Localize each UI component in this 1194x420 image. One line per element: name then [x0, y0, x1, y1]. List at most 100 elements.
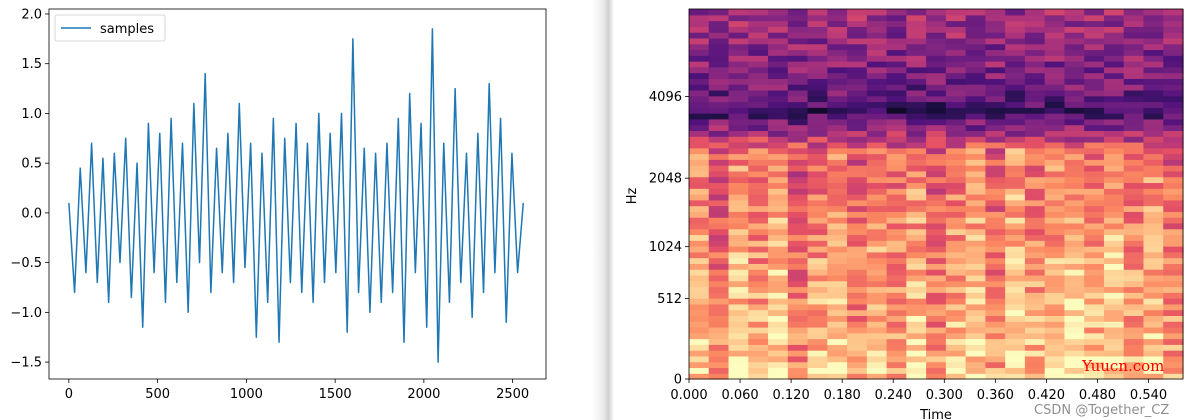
spectrogram-cell: [1163, 141, 1184, 149]
spectrogram-cell: [1044, 315, 1066, 322]
spectrogram-cell: [945, 234, 967, 241]
spectrogram-cell: [1143, 205, 1164, 212]
y-tick-label: −1.0: [10, 306, 42, 321]
spectrogram-cell: [985, 49, 1006, 56]
spectrogram-cell: [807, 194, 828, 201]
watermark-yuucn: Yuucn.com: [1081, 357, 1164, 375]
spectrogram-cell: [945, 130, 967, 137]
spectrogram-cell: [1064, 9, 1085, 16]
spectrogram-cell: [985, 286, 1006, 293]
spectrogram-cell: [906, 292, 927, 299]
spectrogram-cell: [748, 55, 769, 62]
spectrogram-cell: [748, 61, 769, 68]
spectrogram-cell: [1143, 26, 1164, 33]
spectrogram-cell: [708, 66, 730, 74]
waveform-chart: −1.5−1.0−0.50.00.51.01.52.0 0 500 1000 1500…: [10, 7, 547, 402]
spectrogram-cell: [748, 321, 769, 328]
spectrogram-cell: [807, 355, 828, 363]
spectrogram-cell: [965, 303, 986, 311]
spectrogram-cell: [1024, 280, 1046, 288]
spectrogram-cell: [1143, 20, 1164, 27]
spectrogram-cell: [906, 32, 927, 39]
spectrogram-cell: [1123, 124, 1145, 132]
spectrogram-cell: [1044, 240, 1066, 247]
spectrogram-cell: [866, 286, 888, 293]
spectrogram-cell: [1024, 251, 1046, 259]
spectrogram-cell: [787, 269, 809, 276]
spectrogram-cell: [985, 61, 1006, 68]
spectrogram-cell: [708, 84, 730, 91]
spectrogram-cell: [1163, 228, 1184, 236]
spectrogram-cell: [1103, 107, 1125, 114]
spectrogram-cell: [748, 118, 769, 126]
spectrogram-cell: [1084, 298, 1105, 305]
spectrogram-cell: [1103, 338, 1125, 345]
spectrogram-cell: [886, 14, 907, 22]
spectrogram-cell: [787, 286, 809, 293]
spectrogram-cell: [926, 292, 947, 299]
spectrogram-cell: [1143, 321, 1164, 328]
spectrogram-cell: [1064, 298, 1085, 305]
spectrogram-cell: [1064, 55, 1085, 62]
spectrogram-cell: [1044, 373, 1066, 380]
spectrogram-cell: [1103, 211, 1125, 218]
spectrogram-cell: [945, 280, 967, 288]
spectrogram-cell: [1005, 194, 1026, 201]
spectrogram-cell: [1123, 43, 1145, 51]
spectrogram-cell: [1005, 130, 1026, 137]
spectrogram-cell: [728, 292, 749, 299]
spectrogram-cell: [886, 176, 907, 184]
spectrogram-cell: [807, 188, 828, 195]
spectrogram-cell: [708, 113, 730, 120]
plot-area-clip: [68, 28, 525, 363]
spectrogram-cell: [1143, 361, 1164, 369]
spectrogram-cell: [807, 269, 828, 276]
spectrogram-cell: [768, 222, 789, 230]
spectrogram-cell: [689, 20, 710, 27]
spectrogram-cell: [906, 217, 927, 224]
spectrogram-cell: [689, 321, 710, 328]
spectrogram-cell: [1163, 78, 1184, 85]
spectrogram-cell: [689, 9, 710, 16]
spectrogram-cell: [847, 194, 868, 201]
spectrogram-cell: [886, 165, 907, 172]
spectrogram-cell: [807, 367, 828, 374]
spectrogram-cell: [787, 153, 809, 160]
spectrogram-cell: [945, 303, 967, 311]
spectrogram-cell: [1163, 188, 1184, 195]
spectrogram-cell: [689, 113, 710, 120]
spectrogram-cell: [886, 269, 907, 276]
spectrogram-cell: [807, 309, 828, 317]
spectrogram-cell: [985, 43, 1006, 51]
spectrogram-cell: [1103, 228, 1125, 236]
spectrogram-cell: [1005, 251, 1026, 259]
spectrogram-cell: [866, 309, 888, 317]
spectrogram-cell: [926, 205, 947, 212]
spectrogram-cell: [906, 66, 927, 74]
spectrogram-cell: [1084, 61, 1105, 68]
spectrogram-cell: [1024, 165, 1046, 172]
spectrogram-cell: [1005, 292, 1026, 299]
spectrogram-cell: [689, 298, 710, 305]
spectrogram-cell: [787, 136, 809, 143]
spectrogram-cell: [1024, 130, 1046, 137]
spectrogram-cell: [1005, 321, 1026, 328]
spectrogram-cell: [689, 95, 710, 103]
y-tick-label: −0.5: [10, 256, 42, 271]
spectrogram-cell: [1103, 14, 1125, 22]
spectrogram-cell: [1103, 257, 1125, 264]
spectrogram-cell: [1044, 355, 1066, 363]
spectrogram-cell: [689, 350, 710, 357]
spectrogram-cell: [787, 246, 809, 253]
spectrogram-cell: [866, 14, 888, 22]
spectrogram-cell: [1123, 263, 1145, 270]
spectrogram-cell: [1123, 37, 1145, 45]
spectrogram-cell: [1024, 95, 1046, 103]
spectrogram-cell: [1084, 182, 1105, 189]
spectrogram-cell: [748, 49, 769, 56]
spectrogram-cell: [1163, 240, 1184, 247]
spectrogram-cell: [787, 124, 809, 132]
spectrogram-cell: [1123, 344, 1145, 351]
spectrogram-cell: [748, 298, 769, 305]
spectrogram-cell: [1084, 89, 1105, 97]
